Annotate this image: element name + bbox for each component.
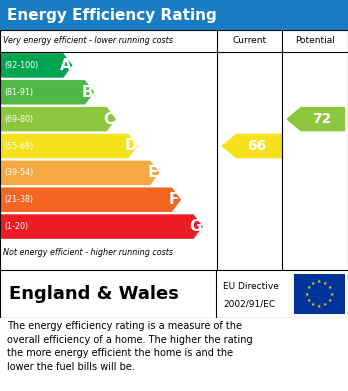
Polygon shape xyxy=(0,81,93,104)
Text: E: E xyxy=(147,165,158,180)
Text: (81-91): (81-91) xyxy=(4,88,33,97)
Text: ★: ★ xyxy=(323,302,327,307)
Text: England & Wales: England & Wales xyxy=(9,285,179,303)
Text: (1-20): (1-20) xyxy=(4,222,28,231)
Text: ★: ★ xyxy=(307,298,311,303)
Text: B: B xyxy=(81,85,93,100)
Polygon shape xyxy=(222,135,282,158)
Text: F: F xyxy=(169,192,179,207)
Polygon shape xyxy=(0,215,202,238)
Text: 72: 72 xyxy=(312,112,332,126)
Text: ★: ★ xyxy=(317,303,322,308)
Text: ★: ★ xyxy=(317,280,322,284)
Polygon shape xyxy=(0,108,115,131)
Text: (69-80): (69-80) xyxy=(4,115,33,124)
Polygon shape xyxy=(287,108,345,131)
Text: D: D xyxy=(125,138,137,154)
Text: ★: ★ xyxy=(311,302,315,307)
Text: C: C xyxy=(103,112,114,127)
Text: (21-38): (21-38) xyxy=(4,195,33,204)
Text: ★: ★ xyxy=(305,292,309,296)
Text: A: A xyxy=(60,58,71,73)
Polygon shape xyxy=(0,161,159,185)
Text: ★: ★ xyxy=(327,298,332,303)
Text: (39-54): (39-54) xyxy=(4,169,33,178)
Text: Current: Current xyxy=(232,36,267,45)
Text: EU Directive: EU Directive xyxy=(223,282,279,291)
Bar xyxy=(294,274,345,314)
Text: Very energy efficient - lower running costs: Very energy efficient - lower running co… xyxy=(3,36,173,45)
Polygon shape xyxy=(0,135,137,158)
Polygon shape xyxy=(0,188,180,211)
Text: (55-68): (55-68) xyxy=(4,142,33,151)
Text: ★: ★ xyxy=(311,281,315,286)
Text: (92-100): (92-100) xyxy=(4,61,38,70)
Text: The energy efficiency rating is a measure of the
overall efficiency of a home. T: The energy efficiency rating is a measur… xyxy=(7,321,253,372)
Text: Energy Efficiency Rating: Energy Efficiency Rating xyxy=(7,8,217,23)
Text: ★: ★ xyxy=(329,292,334,296)
Text: 66: 66 xyxy=(247,139,266,153)
Text: Potential: Potential xyxy=(295,36,335,45)
Text: ★: ★ xyxy=(307,285,311,291)
Text: Not energy efficient - higher running costs: Not energy efficient - higher running co… xyxy=(3,248,174,257)
Text: ★: ★ xyxy=(323,281,327,286)
Polygon shape xyxy=(0,54,72,77)
Text: ★: ★ xyxy=(327,285,332,291)
Text: G: G xyxy=(190,219,202,234)
Text: 2002/91/EC: 2002/91/EC xyxy=(223,299,276,308)
